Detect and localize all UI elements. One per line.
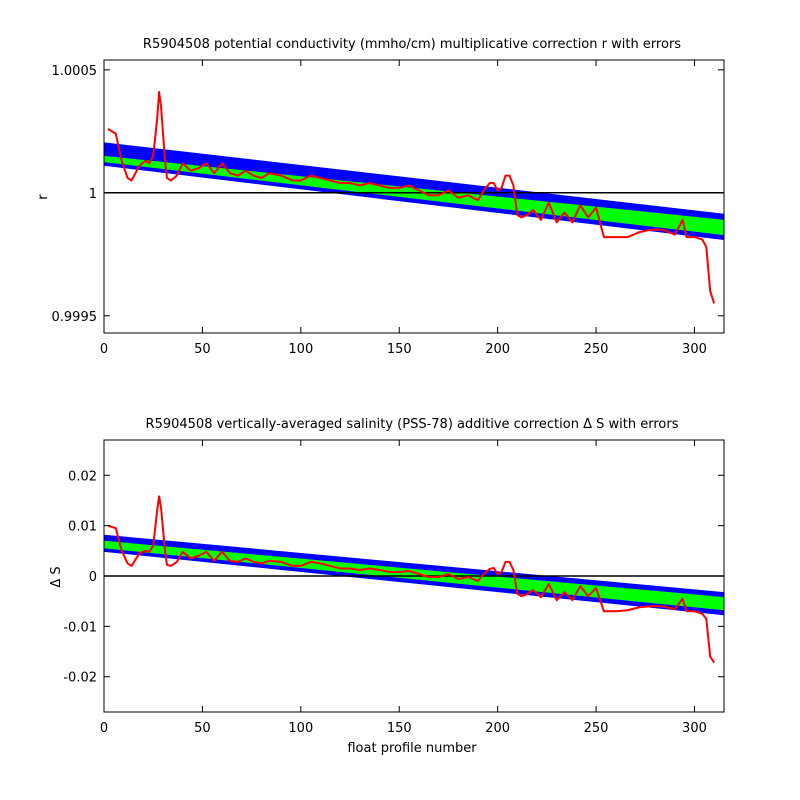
y-tick-label: 0 xyxy=(89,570,97,585)
y-tick-label: -0.01 xyxy=(63,620,97,635)
y-axis-label: r xyxy=(36,194,51,200)
x-axis-label: float profile number xyxy=(347,741,477,756)
axes-frame xyxy=(103,59,725,334)
conductivity-correction-panel: R5904508 potential conductivity (mmho/cm… xyxy=(36,37,725,357)
x-tick-label: 50 xyxy=(194,721,211,736)
panel-title: R5904508 potential conductivity (mmho/cm… xyxy=(143,37,681,52)
plot-area xyxy=(104,495,724,664)
x-tick-label: 200 xyxy=(485,721,510,736)
x-tick-label: 300 xyxy=(682,342,707,357)
x-tick-label: 50 xyxy=(194,342,211,357)
y-tick-label: 1.0005 xyxy=(52,64,98,79)
x-tick-label: 200 xyxy=(485,342,510,357)
plot-area xyxy=(104,90,724,304)
salinity-correction-panel: R5904508 vertically-averaged salinity (P… xyxy=(49,417,725,756)
x-tick-label: 250 xyxy=(584,721,609,736)
y-tick-label: 0.9995 xyxy=(52,310,98,325)
y-tick-label: -0.02 xyxy=(63,671,97,686)
x-tick-label: 0 xyxy=(100,721,108,736)
axis-ticks: 0 50 100 150 200 250 300 0.9995 1 1.0005 xyxy=(52,60,724,357)
x-tick-label: 150 xyxy=(387,342,412,357)
raw-correction-line xyxy=(107,495,715,664)
fit-band xyxy=(104,155,724,236)
axis-ticks: 0 50 100 150 200 250 300 -0.02 -0.01 0 0.01 0.02 xyxy=(63,440,724,736)
x-tick-label: 150 xyxy=(387,721,412,736)
y-tick-label: 0.01 xyxy=(68,520,97,535)
raw-correction-line xyxy=(107,90,716,304)
x-tick-label: 0 xyxy=(100,342,108,357)
x-tick-label: 100 xyxy=(288,342,313,357)
x-tick-label: 250 xyxy=(584,342,609,357)
x-tick-label: 100 xyxy=(288,721,313,736)
x-tick-label: 300 xyxy=(682,721,707,736)
axes-frame xyxy=(103,439,725,713)
y-tick-label: 0.02 xyxy=(68,469,97,484)
y-axis-label: Δ S xyxy=(49,566,64,587)
panel-title: R5904508 vertically-averaged salinity (P… xyxy=(146,417,679,432)
y-tick-label: 1 xyxy=(89,187,97,202)
